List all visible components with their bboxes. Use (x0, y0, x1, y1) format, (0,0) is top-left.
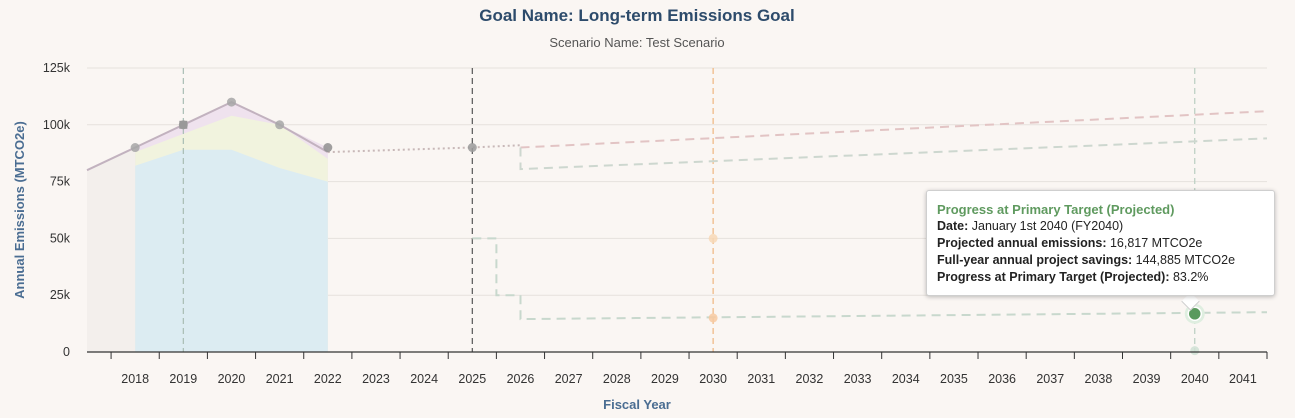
x-tick-label: 2036 (988, 372, 1016, 386)
x-tick-label: 2018 (121, 372, 149, 386)
emissions-area-band (135, 149, 328, 352)
tooltip-date-row: Date: January 1st 2040 (FY2040) (937, 218, 1264, 235)
tooltip-date-value: January 1st 2040 (FY2040) (968, 219, 1124, 233)
tooltip-progress-label: Progress at Primary Target (Projected): (937, 270, 1170, 284)
chart-title: Goal Name: Long-term Emissions Goal (479, 6, 795, 25)
highlight-point (1187, 306, 1203, 322)
x-tick-label: 2026 (507, 372, 535, 386)
x-tick-label: 2034 (892, 372, 920, 386)
y-tick-label: 50k (50, 231, 71, 245)
data-point-marker (467, 143, 477, 153)
bau-projection-line (520, 110, 1268, 149)
x-tick-label: 2037 (1036, 372, 1064, 386)
data-point-marker (323, 143, 333, 153)
tooltip-date-label: Date: (937, 219, 969, 233)
x-tick-label: 2030 (699, 372, 727, 386)
x-tick-label: 2022 (314, 372, 342, 386)
x-tick-label: 2025 (458, 372, 486, 386)
data-point-marker (275, 120, 285, 130)
tooltip-progress-value: 83.2% (1169, 270, 1209, 284)
data-point-marker (130, 143, 140, 153)
y-axis-title: Annual Emissions (MTCO2e) (12, 121, 27, 299)
y-tick-label: 0 (63, 345, 70, 359)
x-tick-label: 2035 (940, 372, 968, 386)
historical-emissions-line (86, 100, 329, 172)
x-tick-label: 2024 (410, 372, 438, 386)
x-tick-label: 2019 (169, 372, 197, 386)
x-tick-label: 2032 (796, 372, 824, 386)
tooltip-savings-value: 144,885 MTCO2e (1132, 253, 1236, 267)
x-tick-label: 2033 (844, 372, 872, 386)
tooltip-title: Progress at Primary Target (Projected) (937, 202, 1175, 217)
x-tick-label: 2027 (555, 372, 583, 386)
x-tick-label: 2040 (1181, 372, 1209, 386)
x-tick-label: 2039 (1133, 372, 1161, 386)
x-tick-label: 2020 (218, 372, 246, 386)
y-tick-label: 25k (50, 288, 71, 302)
tooltip-emissions-value: 16,817 MTCO2e (1106, 236, 1203, 250)
tooltip-emissions-row: Projected annual emissions: 16,817 MTCO2… (937, 235, 1264, 252)
tooltip-savings-row: Full-year annual project savings: 144,88… (937, 252, 1264, 269)
reduced-projection-line (519, 137, 1268, 171)
tooltip-progress-row: Progress at Primary Target (Projected): … (937, 269, 1264, 286)
y-tick-label: 100k (43, 118, 71, 132)
chart-subtitle: Scenario Name: Test Scenario (549, 35, 724, 50)
x-tick-label: 2031 (747, 372, 775, 386)
x-tick-label: 2041 (1229, 372, 1257, 386)
data-point-marker (1190, 346, 1200, 356)
y-tick-label: 125k (43, 61, 71, 75)
tooltip-savings-label: Full-year annual project savings: (937, 253, 1133, 267)
baseline-square-marker (179, 120, 188, 129)
data-point-marker (226, 97, 236, 107)
x-tick-label: 2028 (603, 372, 631, 386)
data-point-marker (708, 313, 718, 323)
x-tick-label: 2023 (362, 372, 390, 386)
tooltip-emissions-label: Projected annual emissions: (937, 236, 1107, 250)
target-path-line (472, 237, 1268, 321)
projection-link-line (327, 144, 521, 154)
x-tick-label: 2029 (651, 372, 679, 386)
primary-target-tooltip: Progress at Primary Target (Projected) D… (926, 190, 1275, 296)
x-tick-label: 2021 (266, 372, 294, 386)
y-tick-label: 75k (50, 175, 71, 189)
data-point-marker (708, 233, 718, 243)
x-tick-label: 2038 (1085, 372, 1113, 386)
x-axis-title: Fiscal Year (603, 397, 671, 412)
